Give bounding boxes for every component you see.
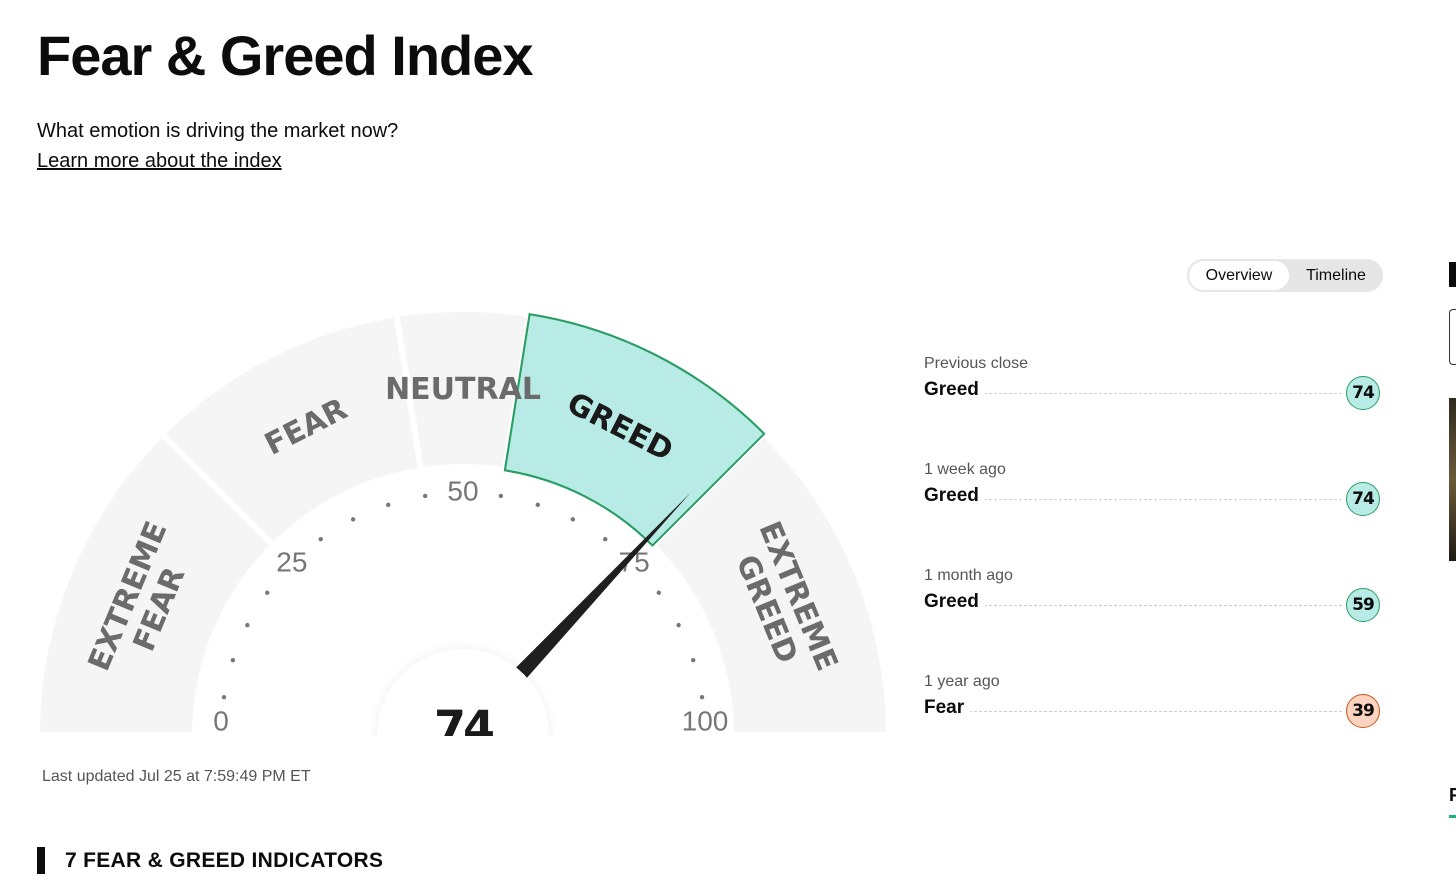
history-row-previous-close: Previous close Greed 74 (924, 353, 1380, 459)
history-value-badge: 74 (1346, 482, 1380, 516)
gauge-segment-label-neutral: NEUTRAL (385, 372, 541, 407)
history-divider (924, 499, 1342, 500)
gauge-scale-dot (265, 590, 270, 595)
gauge-scale-dot (676, 622, 681, 628)
history-period: 1 week ago (924, 461, 1006, 478)
gauge-scale-dot (422, 493, 428, 499)
gauge-scale-dot (318, 537, 323, 542)
gauge-scale-dot (690, 658, 696, 663)
history-rating: Fear (924, 697, 971, 719)
history-row-1-month-ago: 1 month ago Greed 59 (924, 565, 1380, 671)
last-updated-text: Last updated Jul 25 at 7:59:49 PM ET (42, 768, 311, 785)
overview-toggle-button[interactable]: Overview (1189, 261, 1289, 290)
learn-more-link[interactable]: Learn more about the index (37, 150, 282, 172)
page-subtitle: What emotion is driving the market now? (37, 120, 399, 142)
timeline-toggle-button[interactable]: Timeline (1306, 267, 1366, 284)
history-period: 1 year ago (924, 673, 1000, 690)
gauge-scale-dot (221, 694, 227, 700)
gauge-scale-dot (603, 537, 608, 542)
history-rating: Greed (924, 379, 985, 401)
history-value-badge: 74 (1346, 376, 1380, 410)
history-row-1-week-ago: 1 week ago Greed 74 (924, 459, 1380, 565)
gauge-scale-dot (386, 502, 391, 508)
history-value-badge: 39 (1346, 694, 1380, 728)
indicators-section-heading: 7 FEAR & GREED INDICATORS (37, 847, 383, 874)
side-panel-edge-bar (1449, 262, 1456, 287)
gauge-tick-label: 50 (447, 475, 478, 506)
gauge-segment-active-outline (503, 313, 766, 547)
gauge-tick-label: 25 (276, 546, 307, 577)
gauge-scale-dot (350, 517, 356, 522)
history-list: Previous close Greed 74 1 week ago Greed… (924, 353, 1380, 777)
history-value-badge: 59 (1346, 588, 1380, 622)
history-rating: Greed (924, 485, 985, 507)
side-panel-edge-text[interactable]: F (1449, 785, 1456, 805)
history-divider (924, 711, 1342, 712)
history-divider (924, 393, 1342, 394)
gauge-segment-extreme-greed (648, 429, 893, 738)
gauge-needle (503, 492, 691, 691)
history-rating: Greed (924, 591, 985, 613)
gauge-tick-label: 0 (213, 705, 229, 736)
history-period: 1 month ago (924, 567, 1013, 584)
gauge-tick-label: 100 (682, 705, 729, 736)
history-period: Previous close (924, 355, 1029, 372)
page-title: Fear & Greed Index (37, 24, 534, 87)
side-panel-edge-button[interactable] (1449, 309, 1456, 365)
gauge-scale-dot (656, 590, 661, 595)
history-row-1-year-ago: 1 year ago Fear 39 (924, 671, 1380, 777)
gauge-scale-dot (699, 694, 705, 700)
history-divider (924, 605, 1342, 606)
gauge-scale-dot (570, 517, 576, 522)
view-toggle: Overview Timeline (1187, 259, 1383, 292)
gauge-scale-dot (498, 493, 504, 499)
gauge-scale-dot (535, 502, 540, 508)
gauge-scale-dot (245, 622, 250, 628)
gauge-scale-dot (230, 658, 236, 663)
side-panel-edge-underline (1449, 815, 1456, 818)
side-panel-edge-image[interactable] (1449, 398, 1456, 561)
